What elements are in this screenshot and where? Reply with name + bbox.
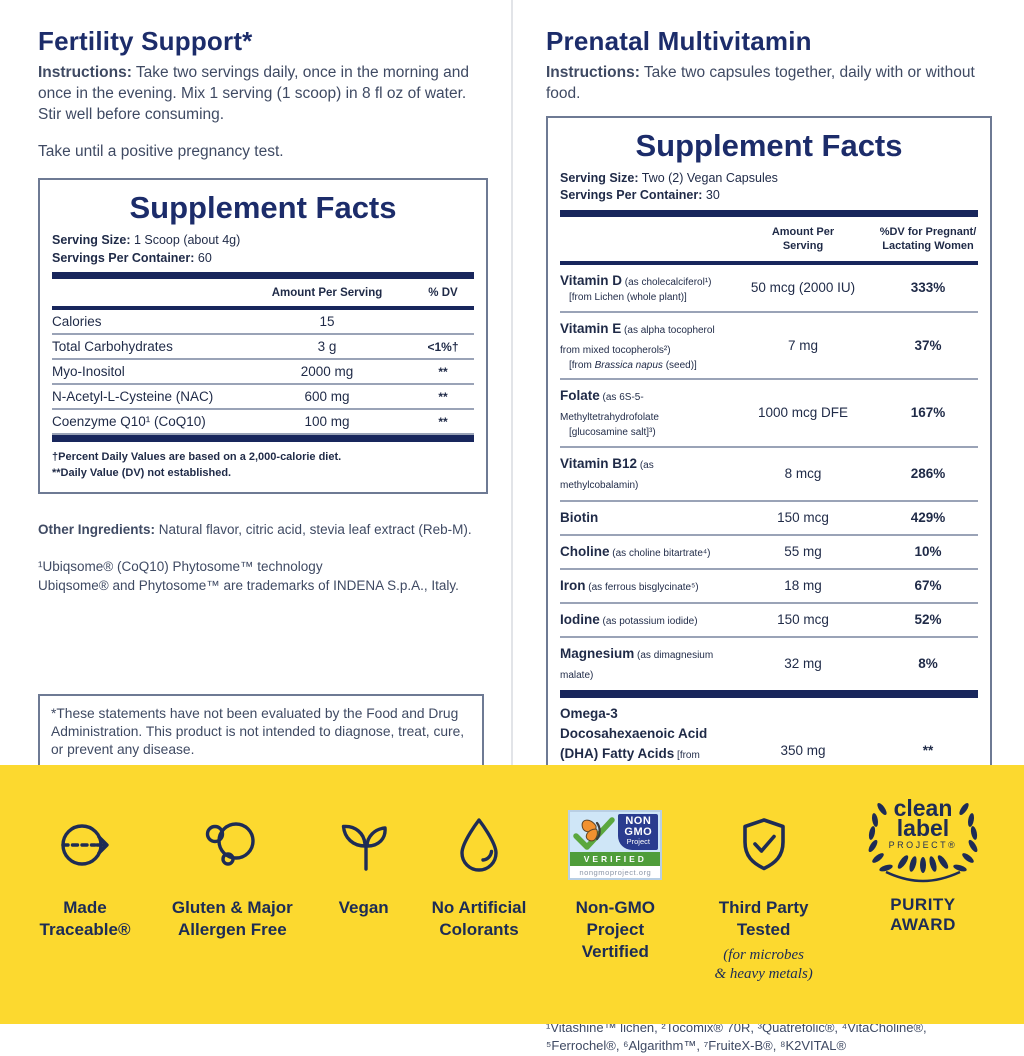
other-ingredients: Other Ingredients: Natural flavor, citri… <box>38 521 472 537</box>
made-traceable-icon <box>53 805 117 885</box>
table-row: Iodine (as potassium iodide) 150 mcg 52% <box>560 604 978 638</box>
instructions-text: Take two capsules together, daily with o… <box>546 64 975 102</box>
badge-sublabel: (for microbes & heavy metals) <box>714 946 813 983</box>
instructions: Instructions: Take two capsules together… <box>546 63 992 105</box>
divider-bar <box>560 689 978 698</box>
badge-label: Vegan <box>338 898 389 917</box>
instructions-text: Take two servings daily, once in the mor… <box>38 64 470 123</box>
table-row: Vitamin E (as alpha tocopherol from mixe… <box>560 313 978 381</box>
table-row: Total Carbohydrates 3 g <1%† <box>52 335 474 361</box>
instructions-note: Take until a positive pregnancy test. <box>38 143 284 161</box>
table-row: Vitamin B12 (as methylcobalamin) 8 mcg 2… <box>560 448 978 502</box>
divider-bar <box>52 306 474 311</box>
badge-vegan: Vegan <box>321 765 407 1024</box>
badge-third-party-tested: Third Party Tested (for microbes & heavy… <box>693 765 835 1024</box>
table-row: Vitamin D (as cholecalciferol¹) [from Li… <box>560 265 978 313</box>
panel-divider <box>511 0 513 765</box>
badge-made-traceable: Made Traceable® <box>26 765 144 1024</box>
table-row: Myo-Inositol 2000 mg ** <box>52 360 474 386</box>
badge-label: No Artificial Colorants <box>431 898 527 939</box>
divider-bar <box>52 272 474 280</box>
clean-label-wreath-icon: clean label PROJECT® <box>856 793 990 889</box>
svg-text:PROJECT®: PROJECT® <box>889 840 958 850</box>
table-row: Biotin 150 mcg 429% <box>560 502 978 536</box>
badge-label: Made Traceable® <box>39 898 131 939</box>
divider-bar <box>560 209 978 217</box>
badge-label: PURITY AWARD <box>890 895 956 934</box>
trademark-notes: ¹Vitashine™ lichen, ²Tocomix® 70R, ³Quat… <box>546 1020 927 1054</box>
col-amount-per-serving: Amount Per Serving <box>771 225 835 252</box>
table-row: Iron (as ferrous bisglycinate⁵) 18 mg 67… <box>560 570 978 604</box>
servings-per-container: Servings Per Container: 30 <box>560 188 720 203</box>
prenatal-multivitamin-panel: Prenatal Multivitamin Instructions: Take… <box>546 26 992 1053</box>
page-title: Prenatal Multivitamin <box>546 26 812 56</box>
shield-check-icon <box>732 805 796 885</box>
col-percent-dv: %DV for Pregnant/ Lactating Women <box>879 225 977 252</box>
divider-bar <box>52 435 474 443</box>
table-row: N-Acetyl-L-Cysteine (NAC) 600 mg ** <box>52 385 474 411</box>
trademark-notes: ¹Ubiqsome® (CoQ10) Phytosome™ technology… <box>38 558 459 593</box>
svg-text:label: label <box>897 815 949 841</box>
divider-bar <box>560 261 978 266</box>
table-row: Coenzyme Q10¹ (CoQ10) 100 mg ** <box>52 410 474 436</box>
butterfly-icon <box>572 814 618 850</box>
table-header: Amount Per Serving %DV for Pregnant/ Lac… <box>560 217 978 262</box>
serving-size: Serving Size: Two (2) Vegan Capsules <box>560 170 778 185</box>
supplement-facts-box: Supplement Facts Serving Size: 1 Scoop (… <box>38 178 488 494</box>
seal-url: nongmoproject.org <box>579 867 652 877</box>
verified-band: VERIFIED <box>570 851 661 867</box>
badge-purity-award: clean label PROJECT® PURITY AWARD <box>848 765 998 1024</box>
badge-non-gmo: NON GMO Project VERIFIED nongmoproject.o… <box>551 765 679 1024</box>
badge-label: Third Party Tested <box>718 898 809 939</box>
table-row: Folate (as 6S-5-Methyltetrahydrofolate [… <box>560 380 978 448</box>
col-amount-per-serving: Amount Per Serving <box>271 287 383 300</box>
badge-label: Gluten & Major Allergen Free <box>171 898 293 939</box>
table-header: Amount Per Serving % DV <box>52 279 474 306</box>
table-row: Choline (as choline bitartrate⁴) 55 mg 1… <box>560 536 978 570</box>
supplement-facts-title: Supplement Facts <box>635 127 903 163</box>
badge-no-artificial-colorants: No Artificial Colorants <box>420 765 538 1024</box>
servings-per-container: Servings Per Container: 60 <box>52 250 212 265</box>
badge-allergen-free: Gluten & Major Allergen Free <box>157 765 307 1024</box>
serving-size: Serving Size: 1 Scoop (about 4g) <box>52 233 241 248</box>
col-percent-dv: % DV <box>428 287 458 300</box>
droplet-icon <box>447 805 511 885</box>
svg-text:clean: clean <box>894 795 953 821</box>
supplement-facts-title: Supplement Facts <box>129 190 397 226</box>
vegan-leaf-icon <box>332 805 396 885</box>
fda-disclaimer-box: *These statements have not been evaluate… <box>38 694 484 771</box>
instructions-label: Instructions: <box>38 64 132 81</box>
certifications-footer: Made Traceable® Gluten & Major Allergen … <box>0 765 1024 1024</box>
instructions-label: Instructions: <box>546 64 640 81</box>
facts-footnotes: †Percent Daily Values are based on a 2,0… <box>52 451 342 479</box>
table-row: Magnesium (as dimagnesium malate) 32 mg … <box>560 645 938 681</box>
fertility-support-panel: Fertility Support* Instructions: Take tw… <box>38 26 488 771</box>
non-gmo-seal: NON GMO Project VERIFIED nongmoproject.o… <box>568 805 663 885</box>
non-gmo-wordmark: NON GMO Project <box>618 813 659 850</box>
page-title: Fertility Support* <box>38 26 253 56</box>
allergen-free-icon <box>200 805 264 885</box>
table-row: Calories 15 <box>52 310 474 336</box>
instructions: Instructions: Take two servings daily, o… <box>38 63 488 125</box>
badge-label: Non-GMO Project Vertified <box>575 898 655 961</box>
